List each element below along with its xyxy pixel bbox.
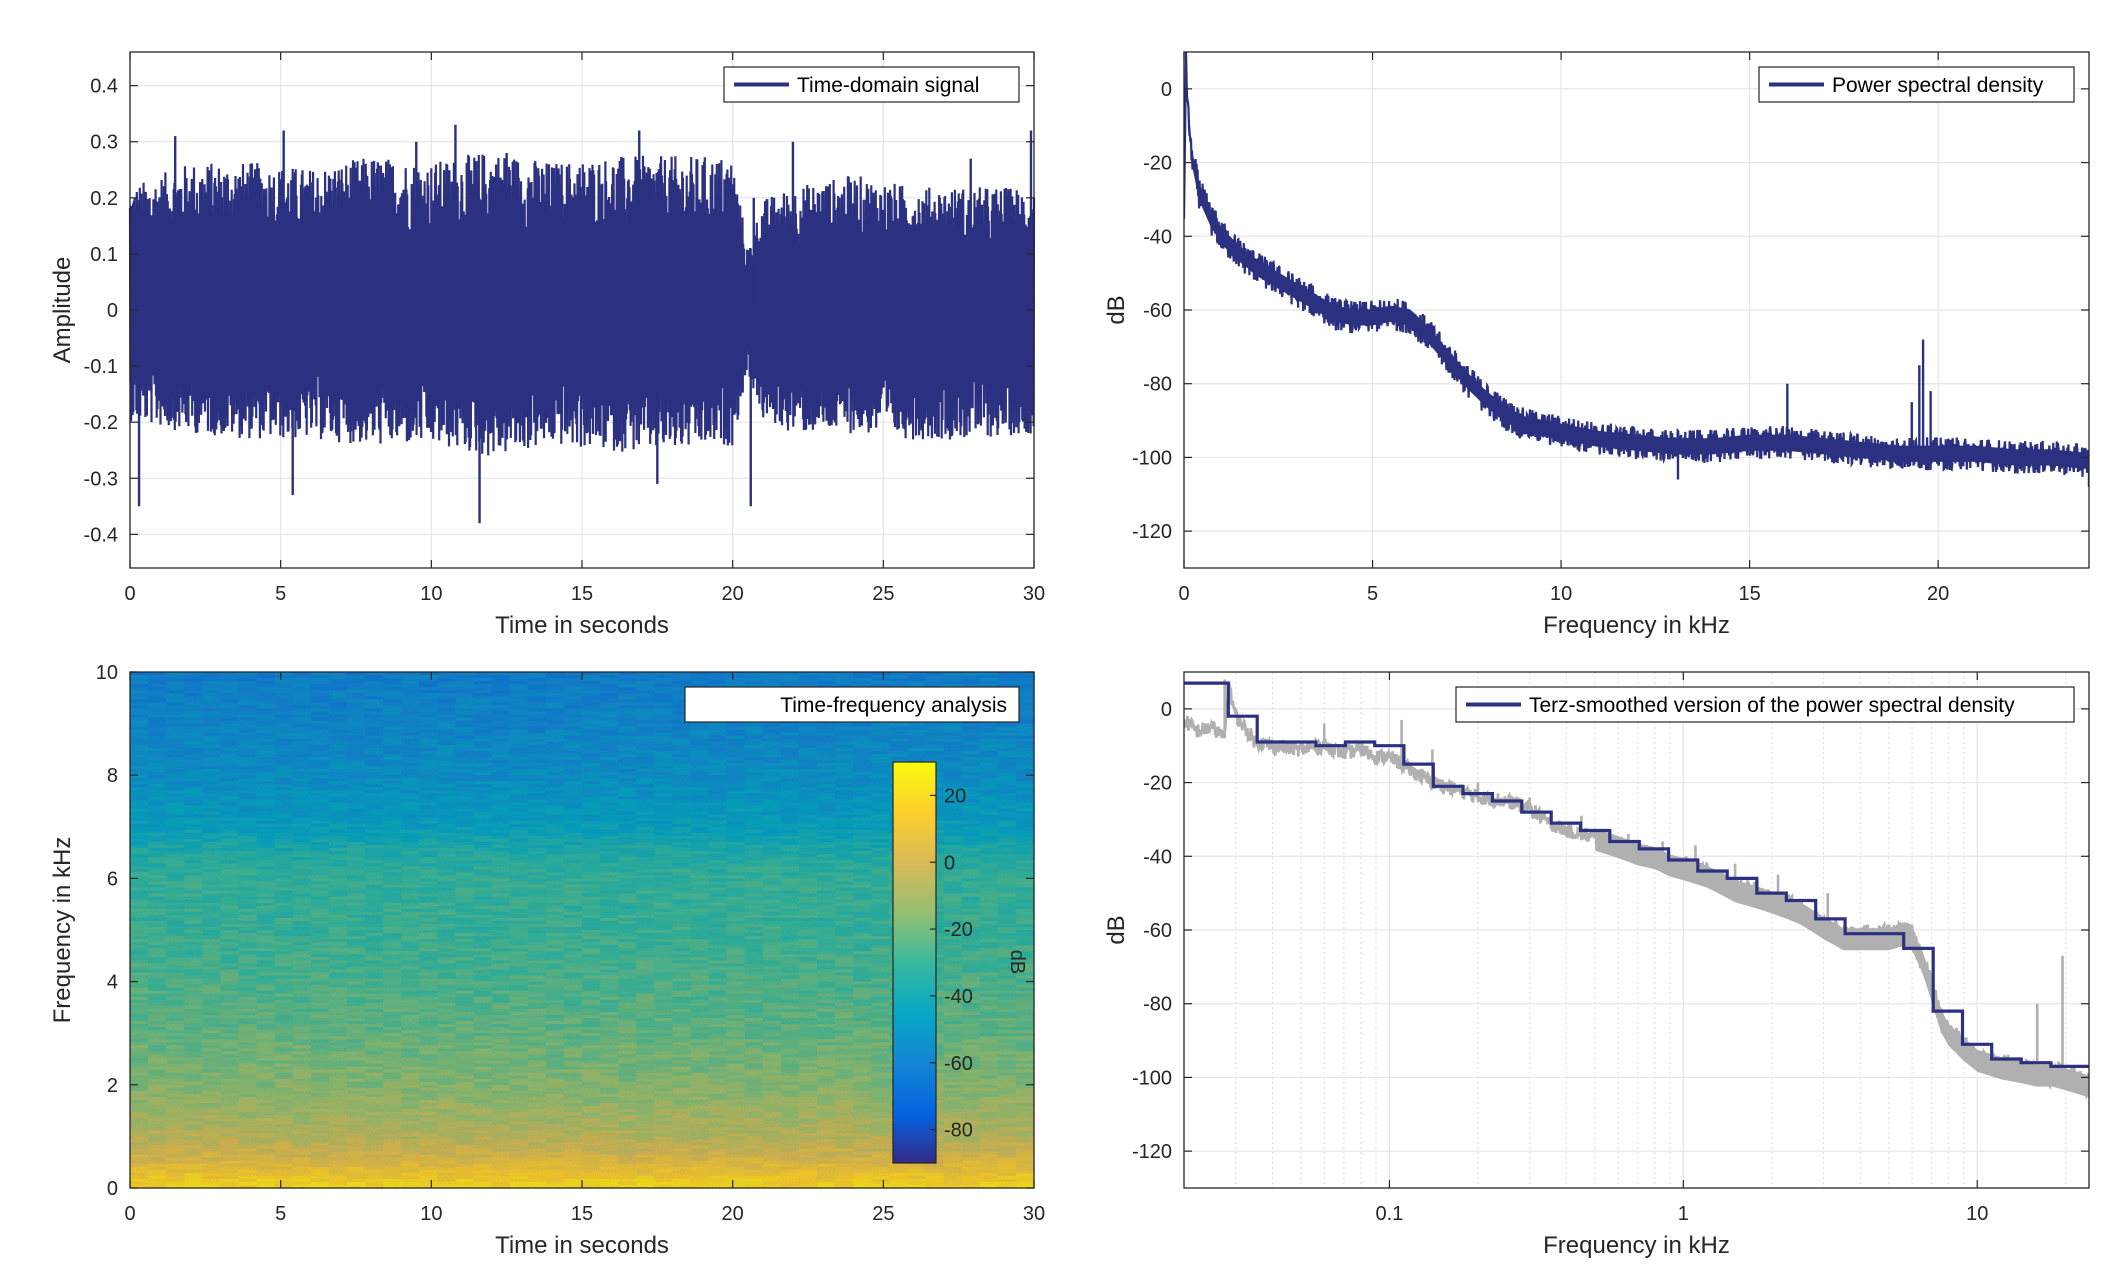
axes-panel-4 <box>1184 672 2089 1188</box>
spectrogram <box>130 672 1035 1189</box>
signal-dense-core <box>130 229 1034 384</box>
psd-series <box>1184 52 2089 487</box>
psd-clipped <box>1184 52 2089 487</box>
signal-series <box>128 124 1036 524</box>
signal-line <box>128 154 1036 456</box>
